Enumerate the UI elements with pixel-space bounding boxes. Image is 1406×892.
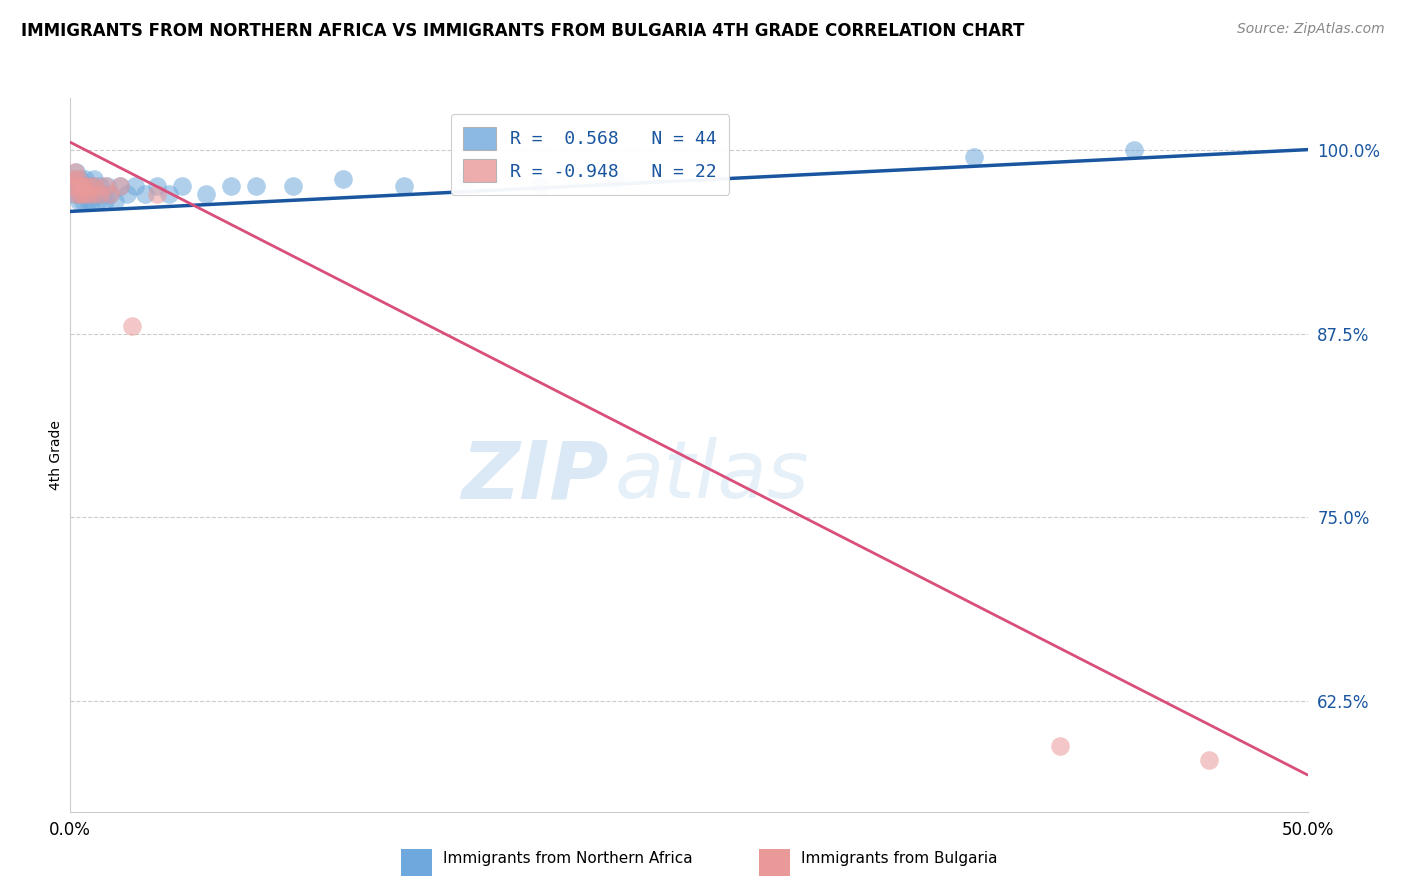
Point [63, 179, 86, 194]
Point [66, 179, 89, 194]
Point [82, 179, 104, 194]
Y-axis label: 4th Grade: 4th Grade [49, 420, 63, 490]
Point [62, 172, 84, 186]
Point [75, 186, 97, 201]
Point [79, 186, 101, 201]
Point [332, 172, 354, 186]
Point [86, 194, 108, 208]
Point [219, 179, 242, 194]
Point [962, 150, 984, 164]
Point [66, 172, 89, 186]
Point [94, 194, 117, 208]
Point [76, 186, 98, 201]
Point [77, 179, 100, 194]
Point [75, 172, 97, 186]
Point [65, 186, 87, 201]
Point [89, 186, 111, 201]
Point [98, 186, 121, 201]
Point [75, 179, 97, 194]
Point [456, 172, 478, 186]
Point [108, 179, 131, 194]
Point [603, 172, 626, 186]
Point [104, 194, 127, 208]
Point [96, 179, 118, 194]
Text: atlas: atlas [614, 437, 810, 516]
Point [62, 179, 84, 194]
Point [67, 179, 90, 194]
Point [73, 179, 96, 194]
Point [245, 179, 267, 194]
Point [94, 179, 117, 194]
Point [146, 186, 169, 201]
Text: Immigrants from Northern Africa: Immigrants from Northern Africa [443, 852, 693, 866]
Text: IMMIGRANTS FROM NORTHERN AFRICA VS IMMIGRANTS FROM BULGARIA 4TH GRADE CORRELATIO: IMMIGRANTS FROM NORTHERN AFRICA VS IMMIG… [21, 22, 1025, 40]
Point [1123, 143, 1146, 157]
Point [72, 194, 94, 208]
Point [394, 179, 416, 194]
Point [121, 319, 143, 334]
Point [72, 186, 94, 201]
Text: Immigrants from Bulgaria: Immigrants from Bulgaria [801, 852, 998, 866]
Point [69, 172, 91, 186]
Text: ZIP: ZIP [461, 437, 609, 516]
Point [83, 172, 105, 186]
Point [170, 179, 193, 194]
Point [84, 179, 107, 194]
Point [79, 179, 101, 194]
Point [98, 186, 121, 201]
Point [70, 186, 93, 201]
Text: Source: ZipAtlas.com: Source: ZipAtlas.com [1237, 22, 1385, 37]
Point [529, 179, 551, 194]
Point [82, 186, 104, 201]
Point [91, 186, 114, 201]
Point [69, 186, 91, 201]
Point [108, 179, 131, 194]
Point [115, 186, 138, 201]
Point [1049, 739, 1071, 753]
Point [65, 164, 87, 178]
Point [67, 194, 90, 208]
Point [63, 172, 86, 186]
Point [84, 186, 107, 201]
Point [80, 194, 103, 208]
Point [70, 179, 93, 194]
Point [281, 179, 304, 194]
Point [195, 186, 218, 201]
Point [1198, 753, 1220, 767]
Legend: R =  0.568   N = 44, R = -0.948   N = 22: R = 0.568 N = 44, R = -0.948 N = 22 [450, 114, 730, 195]
Point [65, 186, 87, 201]
Point [134, 186, 156, 201]
Point [146, 179, 169, 194]
Point [65, 164, 87, 178]
Point [89, 179, 111, 194]
Point [157, 186, 180, 201]
Point [76, 194, 98, 208]
Point [124, 179, 146, 194]
